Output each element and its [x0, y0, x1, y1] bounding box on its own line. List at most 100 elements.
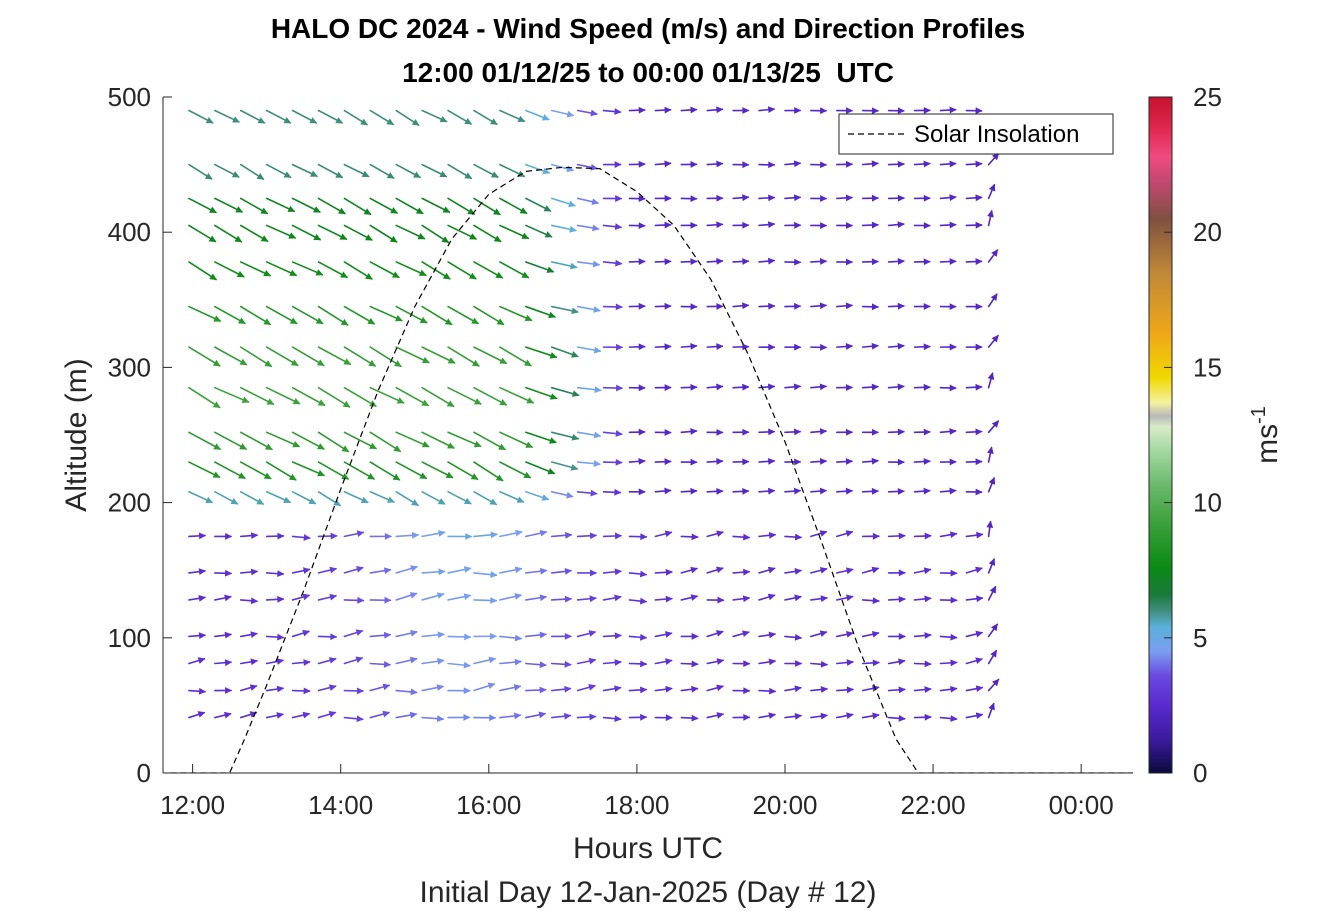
wind-arrow [602, 195, 623, 202]
wind-arrow [987, 476, 996, 493]
wind-arrow [628, 570, 648, 578]
wind-arrow [395, 629, 418, 638]
wind-arrow [602, 161, 622, 168]
wind-arrow [836, 302, 854, 310]
wind-arrow [317, 633, 338, 641]
wind-arrow [654, 658, 673, 665]
x-axis-ticks: 12:00 14:00 16:00 18:00 20:00 22:00 00:00 [160, 764, 1114, 820]
wind-arrow [291, 261, 324, 276]
x-tick-label: 22:00 [901, 790, 966, 820]
wind-arrow [628, 384, 646, 392]
wind-arrow [965, 685, 984, 693]
wind-arrow [473, 386, 508, 406]
wind-arrow [291, 224, 322, 241]
wind-arrow [654, 194, 672, 202]
wind-arrow [499, 684, 522, 692]
wind-arrow [987, 152, 1000, 166]
wind-arrow [861, 487, 879, 495]
wind-arrow [987, 420, 1000, 434]
wind-arrow [913, 458, 931, 465]
wind-arrow [576, 630, 597, 638]
wind-arrow [732, 428, 750, 436]
wind-arrow [680, 533, 699, 541]
wind-arrow [654, 595, 673, 603]
wind-arrow [887, 342, 905, 350]
wind-arrow [732, 568, 751, 576]
wind-arrow [810, 383, 828, 391]
wind-arrow [810, 630, 828, 638]
wind-arrow [939, 715, 958, 722]
wind-arrow [473, 109, 498, 126]
wind-arrow [265, 197, 296, 213]
wind-arrow [499, 712, 522, 720]
wind-arrow [758, 343, 776, 351]
wind-arrow [473, 597, 498, 604]
wind-arrow [447, 224, 478, 240]
wind-arrow [447, 566, 472, 574]
wind-arrow [473, 431, 506, 451]
wind-arrow [602, 343, 624, 351]
wind-arrow [317, 261, 348, 279]
wind-arrow [239, 197, 269, 215]
wind-arrow [447, 490, 472, 505]
wind-arrow [317, 224, 348, 240]
wind-arrow [628, 686, 648, 694]
wind-arrow [447, 533, 473, 540]
wind-arrow [343, 163, 370, 178]
wind-arrow [654, 458, 672, 466]
wind-arrow [291, 346, 325, 367]
wind-arrow [265, 346, 299, 367]
wind-arrow [913, 383, 931, 391]
wind-arrow [602, 108, 622, 115]
wind-arrow [214, 687, 233, 694]
wind-arrow [550, 531, 573, 539]
wind-arrow [369, 431, 402, 453]
wind-arrow [965, 566, 983, 574]
colorbar-tick-label: 15 [1193, 352, 1222, 382]
wind-arrow [913, 713, 932, 721]
wind-arrow [499, 346, 532, 367]
wind-arrow [499, 109, 526, 123]
wind-arrow [732, 107, 750, 114]
wind-arrow [576, 346, 602, 354]
wind-arrow [395, 261, 427, 277]
wind-arrow [239, 386, 275, 405]
wind-arrow [887, 302, 905, 310]
wind-arrow [525, 661, 547, 669]
wind-arrow [576, 224, 600, 232]
wind-arrow [939, 194, 957, 201]
wind-arrow [239, 109, 266, 124]
wind-arrow [395, 109, 420, 126]
wind-arrow [810, 161, 828, 169]
wind-arrow [343, 224, 373, 241]
wind-arrow [836, 712, 854, 720]
wind-arrow [395, 490, 419, 507]
wind-arrow [628, 222, 646, 230]
wind-arrow [291, 197, 321, 213]
wind-arrow [628, 660, 648, 668]
wind-arrow [550, 386, 580, 397]
wind-arrow [214, 386, 250, 403]
wind-arrow [939, 569, 958, 577]
wind-arrow [525, 163, 551, 175]
wind-arrow [421, 305, 453, 326]
x-tick-label: 20:00 [752, 790, 817, 820]
wind-arrow [628, 633, 648, 641]
wind-arrow [810, 107, 828, 115]
wind-arrow [550, 261, 578, 270]
wind-arrow [602, 259, 623, 267]
wind-arrow [758, 161, 776, 169]
wind-arrow [836, 107, 854, 115]
wind-arrow [913, 660, 932, 668]
wind-arrow [861, 532, 880, 540]
wind-arrow [576, 431, 602, 439]
wind-arrow [343, 197, 372, 216]
wind-arrow [317, 593, 338, 601]
wind-arrow [550, 595, 573, 603]
wind-arrow [784, 685, 802, 693]
wind-arrow [987, 702, 995, 719]
wind-arrow [576, 684, 596, 692]
wind-arrow [291, 305, 324, 325]
wind-arrow [987, 678, 1000, 692]
